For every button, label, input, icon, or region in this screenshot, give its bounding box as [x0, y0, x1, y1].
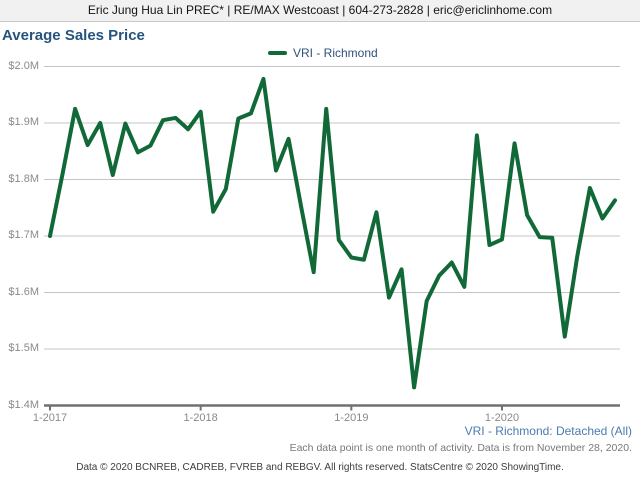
legend-series-label: VRI - Richmond [293, 46, 378, 60]
broker-banner: Eric Jung Hua Lin PREC* | RE/MAX Westcoa… [0, 0, 640, 22]
x-tick-label: 1-2018 [183, 412, 218, 424]
copyright-line: Data © 2020 BCNREB, CADREB, FVREB and RE… [76, 462, 564, 473]
series-caption: VRI - Richmond: Detached (All) [464, 424, 632, 438]
y-tick-label: $1.6M [8, 285, 39, 298]
y-tick-label: $1.5M [8, 342, 39, 354]
x-tick-label: 1-2020 [484, 412, 520, 424]
series-line-vri-richmond [48, 76, 617, 390]
data-note: Each data point is one month of activity… [289, 442, 632, 454]
y-tick-label: $2.0M [8, 59, 39, 72]
y-tick-label: $1.4M [8, 398, 39, 411]
y-tick-label: $1.9M [8, 116, 39, 128]
x-tick-label: 1-2019 [334, 412, 369, 424]
y-tick-label: $1.8M [8, 172, 39, 185]
chart-gridlines [44, 66, 620, 350]
chart-legend: VRI - Richmond [268, 46, 378, 60]
legend-line-swatch [268, 51, 287, 55]
x-tick-label: 1-2017 [32, 412, 68, 424]
y-tick-label: $1.7M [8, 229, 39, 241]
x-axis [44, 404, 620, 411]
page-title: Average Sales Price [2, 27, 145, 44]
